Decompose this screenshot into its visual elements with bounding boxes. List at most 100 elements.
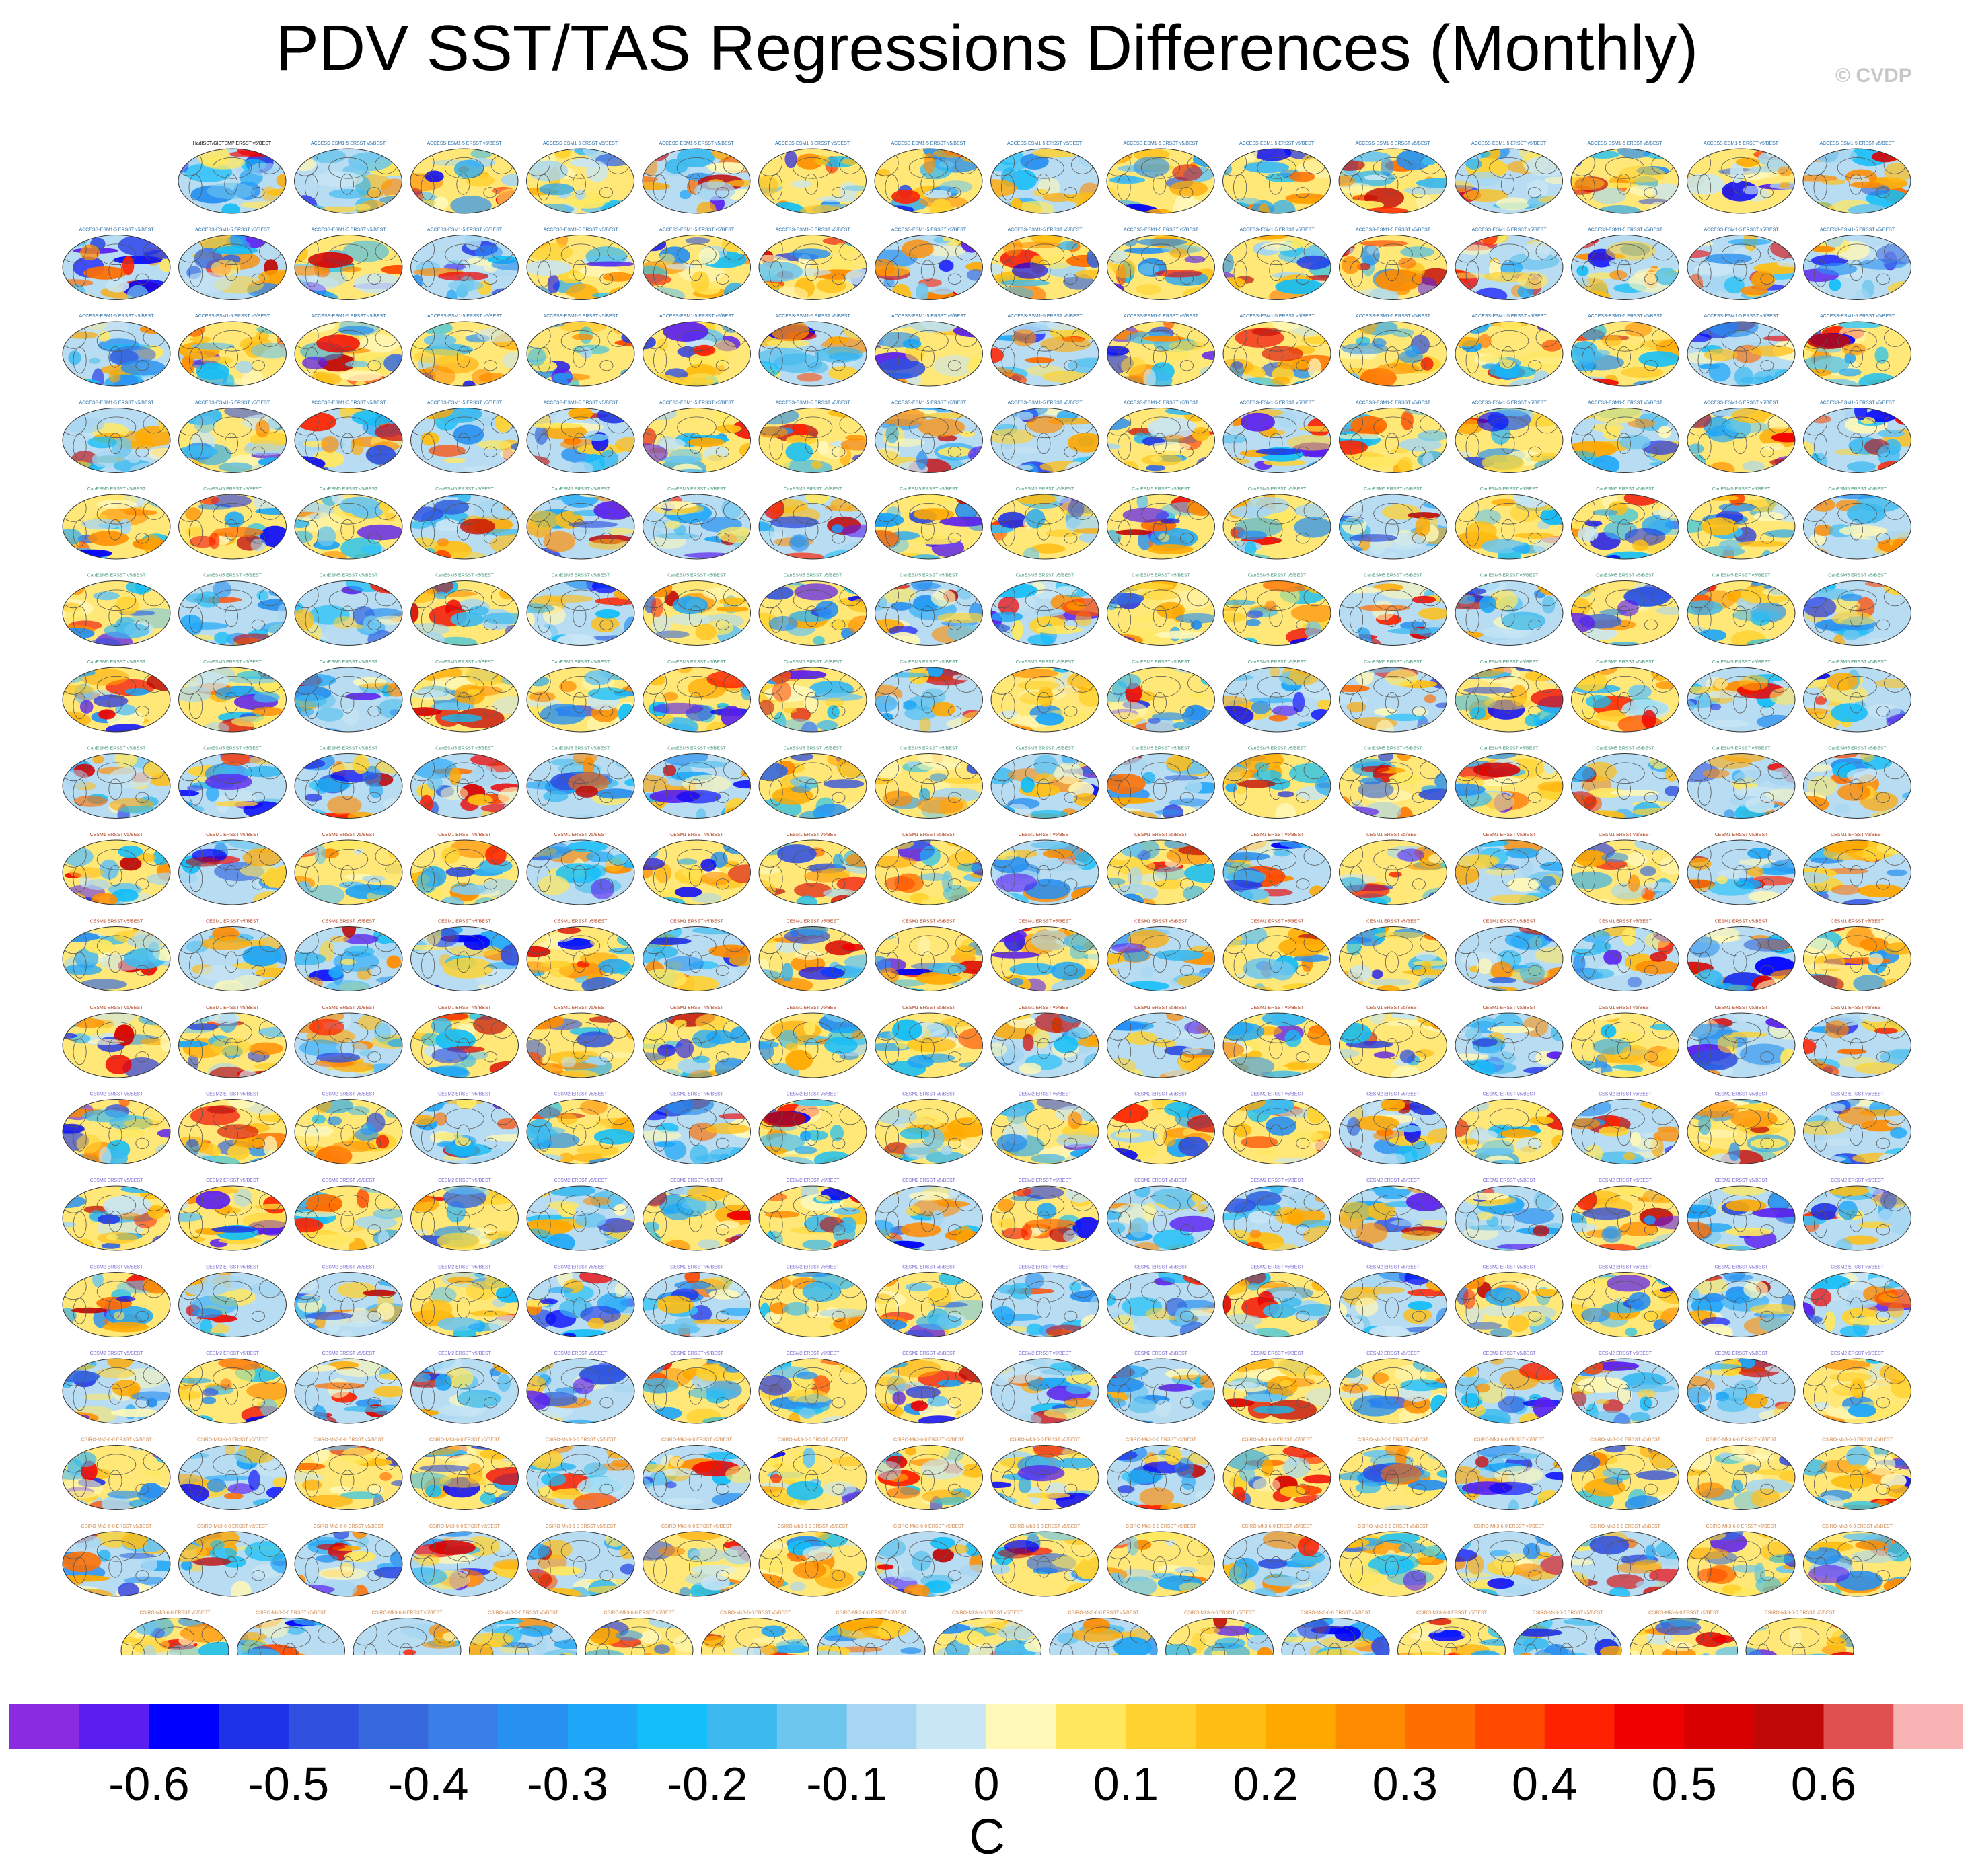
colorbar-segment <box>1823 1704 1894 1749</box>
map-panel: CESM1 ERSST v5/BEST <box>1687 833 1796 905</box>
map-panel-title: ACCESS-ESM1-5 ERSST v5/BEST <box>1239 314 1315 319</box>
map-panel-title: CanESM5 ERSST v5/BEST <box>203 747 262 751</box>
map-panel: ACCESS-ESM1-5 ERSST v5/BEST <box>1455 228 1564 300</box>
map-panel: CanESM5 ERSST v5/BEST <box>1339 747 1447 819</box>
colorbar-segment <box>986 1704 1057 1749</box>
map-panel-title: CESM2 ERSST v5/BEST <box>1366 1265 1420 1270</box>
map-panel-title: CanESM5 ERSST v5/BEST <box>87 574 146 578</box>
map-panel-title: ACCESS-ESM1-5 ERSST v5/BEST <box>1007 141 1083 146</box>
colorbar-segment <box>707 1704 778 1749</box>
map-panel: ACCESS-ESM1-5 ERSST v5/BEST <box>990 228 1099 300</box>
map-panel: CESM2 ERSST v5/BEST <box>1107 1178 1215 1251</box>
map-panel: CSIRO-Mk3-6-0 ERSST v5/BEST <box>817 1611 926 1655</box>
map-panel-title: ACCESS-ESM1-5 ERSST v5/BEST <box>1820 401 1895 406</box>
map-panel-title: CSIRO-Mk3-6-0 ERSST v5/BEST <box>1706 1524 1778 1529</box>
map-panel-title: CanESM5 ERSST v5/BEST <box>1016 574 1074 578</box>
map-panel: ACCESS-ESM1-5 ERSST v5/BEST <box>1687 228 1796 300</box>
map-panel-title: CSIRO-Mk3-6-0 ERSST v5/BEST <box>720 1611 791 1616</box>
map-panel-title: ACCESS-ESM1-5 ERSST v5/BEST <box>543 228 618 233</box>
map-panel-title: ACCESS-ESM1-5 ERSST v5/BEST <box>775 401 850 406</box>
map-panel-title: CESM2 ERSST v5/BEST <box>670 1351 724 1356</box>
page-title: PDV SST/TAS Regressions Differences (Mon… <box>275 12 1699 84</box>
map-panel-title: CESM2 ERSST v5/BEST <box>1366 1178 1420 1183</box>
map-panel: CanESM5 ERSST v5/BEST <box>178 574 287 646</box>
map-panel: ACCESS-ESM1-5 ERSST v5/BEST <box>1803 401 1911 473</box>
map-panel: ACCESS-ESM1-5 ERSST v5/BEST <box>643 228 751 300</box>
map-panel: CSIRO-Mk3-6-0 ERSST v5/BEST <box>410 1524 519 1597</box>
map-panel-title: CESM2 ERSST v5/BEST <box>322 1092 376 1097</box>
map-panel-title: CESM2 ERSST v5/BEST <box>787 1351 840 1356</box>
map-panel: CESM2 ERSST v5/BEST <box>990 1265 1099 1337</box>
map-panel-title: CESM2 ERSST v5/BEST <box>1134 1351 1188 1356</box>
map-panel-title: CanESM5 ERSST v5/BEST <box>552 487 610 492</box>
map-panel: CESM2 ERSST v5/BEST <box>643 1265 751 1337</box>
map-panel-title: ACCESS-ESM1-5 ERSST v5/BEST <box>1007 314 1083 319</box>
map-panel: CESM1 ERSST v5/BEST <box>1339 920 1447 991</box>
colorbar-segment <box>1056 1704 1127 1749</box>
map-panel: CanESM5 ERSST v5/BEST <box>875 660 983 733</box>
map-panel: CanESM5 ERSST v5/BEST <box>875 574 983 646</box>
map-panel: ACCESS-ESM1-5 ERSST v5/BEST <box>526 401 635 473</box>
map-panel-title: CESM1 ERSST v5/BEST <box>1831 920 1885 924</box>
map-panel: CanESM5 ERSST v5/BEST <box>758 747 867 819</box>
map-panel-grid: HadISST/GISTEMP ERSST v5/BEST ACCESS-ESM1… <box>62 141 1911 1655</box>
map-panel-title: CESM1 ERSST v5/BEST <box>1251 833 1305 837</box>
colorbar-tick-label: 0.5 <box>1651 1758 1717 1810</box>
map-panel: CESM2 ERSST v5/BEST <box>62 1092 171 1164</box>
map-panel: CanESM5 ERSST v5/BEST <box>875 747 983 819</box>
map-panel: CESM2 ERSST v5/BEST <box>1455 1265 1564 1337</box>
map-panel: CanESM5 ERSST v5/BEST <box>990 487 1099 560</box>
colorbar-units-label: C <box>969 1809 1005 1865</box>
map-panel-title: CSIRO-Mk3-6-0 ERSST v5/BEST <box>1590 1438 1661 1443</box>
map-panel-title: CanESM5 ERSST v5/BEST <box>1480 574 1539 578</box>
map-panel: CESM2 ERSST v5/BEST <box>758 1265 867 1337</box>
map-panel-title: CanESM5 ERSST v5/BEST <box>552 660 610 665</box>
map-panel-title: CESM1 ERSST v5/BEST <box>670 833 724 837</box>
map-panel: ACCESS-ESM1-5 ERSST v5/BEST <box>62 401 171 473</box>
map-panel: CSIRO-Mk3-6-0 ERSST v5/BEST <box>1571 1438 1679 1510</box>
map-panel: ACCESS-ESM1-5 ERSST v5/BEST <box>410 314 519 387</box>
map-panel-title: CESM2 ERSST v5/BEST <box>1019 1351 1072 1356</box>
map-panel-title: CESM1 ERSST v5/BEST <box>787 1006 840 1010</box>
map-panel: ACCESS-ESM1-5 ERSST v5/BEST <box>1339 401 1447 473</box>
map-panel: CESM1 ERSST v5/BEST <box>758 920 867 991</box>
map-panel-title: CESM1 ERSST v5/BEST <box>90 920 144 924</box>
map-panel: CanESM5 ERSST v5/BEST <box>1571 660 1679 733</box>
map-panel-title: CanESM5 ERSST v5/BEST <box>1132 660 1190 665</box>
map-panel: CanESM5 ERSST v5/BEST <box>990 574 1099 646</box>
map-panel-title: CSIRO-Mk3-6-0 ERSST v5/BEST <box>1765 1611 1836 1616</box>
map-panel: CanESM5 ERSST v5/BEST <box>1339 487 1447 560</box>
map-panel: CSIRO-Mk3-6-0 ERSST v5/BEST <box>933 1611 1041 1655</box>
map-panel: CESM1 ERSST v5/BEST <box>875 1006 983 1078</box>
map-panel-title: CanESM5 ERSST v5/BEST <box>87 747 146 751</box>
map-panel-title: CanESM5 ERSST v5/BEST <box>1016 747 1074 751</box>
map-panel: ACCESS-ESM1-5 ERSST v5/BEST <box>875 314 983 387</box>
map-panel-title: CESM2 ERSST v5/BEST <box>1366 1092 1420 1097</box>
map-panel: CSIRO-Mk3-6-0 ERSST v5/BEST <box>758 1524 867 1597</box>
map-panel: CESM2 ERSST v5/BEST <box>1571 1178 1679 1251</box>
map-panel: ACCESS-ESM1-5 ERSST v5/BEST <box>294 228 403 300</box>
colorbar-segment <box>846 1704 917 1749</box>
map-panel: CanESM5 ERSST v5/BEST <box>410 660 519 733</box>
map-panel: CESM2 ERSST v5/BEST <box>526 1351 635 1424</box>
map-panel-title: CESM2 ERSST v5/BEST <box>438 1265 492 1270</box>
map-panel: CESM2 ERSST v5/BEST <box>178 1351 287 1424</box>
map-panel-title: CESM2 ERSST v5/BEST <box>787 1092 840 1097</box>
map-panel: CESM1 ERSST v5/BEST <box>1222 1006 1331 1078</box>
map-panel: CSIRO-Mk3-6-0 ERSST v5/BEST <box>294 1524 403 1597</box>
map-panel: CESM2 ERSST v5/BEST <box>875 1265 983 1337</box>
map-panel-title: CSIRO-Mk3-6-0 ERSST v5/BEST <box>1358 1524 1429 1529</box>
map-panel-title: CSIRO-Mk3-6-0 ERSST v5/BEST <box>1474 1524 1545 1529</box>
map-panel: CSIRO-Mk3-6-0 ERSST v5/BEST <box>62 1524 171 1597</box>
map-panel: CESM1 ERSST v5/BEST <box>62 833 171 905</box>
colorbar-segment <box>1544 1704 1615 1749</box>
map-panel: CESM1 ERSST v5/BEST <box>178 920 287 991</box>
map-panel: CESM1 ERSST v5/BEST <box>294 1006 403 1078</box>
map-panel-title: HadISST/GISTEMP ERSST v5/BEST <box>193 141 272 146</box>
map-panel-title: CESM1 ERSST v5/BEST <box>1366 833 1420 837</box>
map-panel: CESM1 ERSST v5/BEST <box>1339 1006 1447 1078</box>
map-panel-title: CESM1 ERSST v5/BEST <box>438 920 492 924</box>
map-panel-title: CESM1 ERSST v5/BEST <box>1715 920 1769 924</box>
map-panel-title: CESM2 ERSST v5/BEST <box>1019 1178 1072 1183</box>
map-panel-title: ACCESS-ESM1-5 ERSST v5/BEST <box>195 401 270 406</box>
